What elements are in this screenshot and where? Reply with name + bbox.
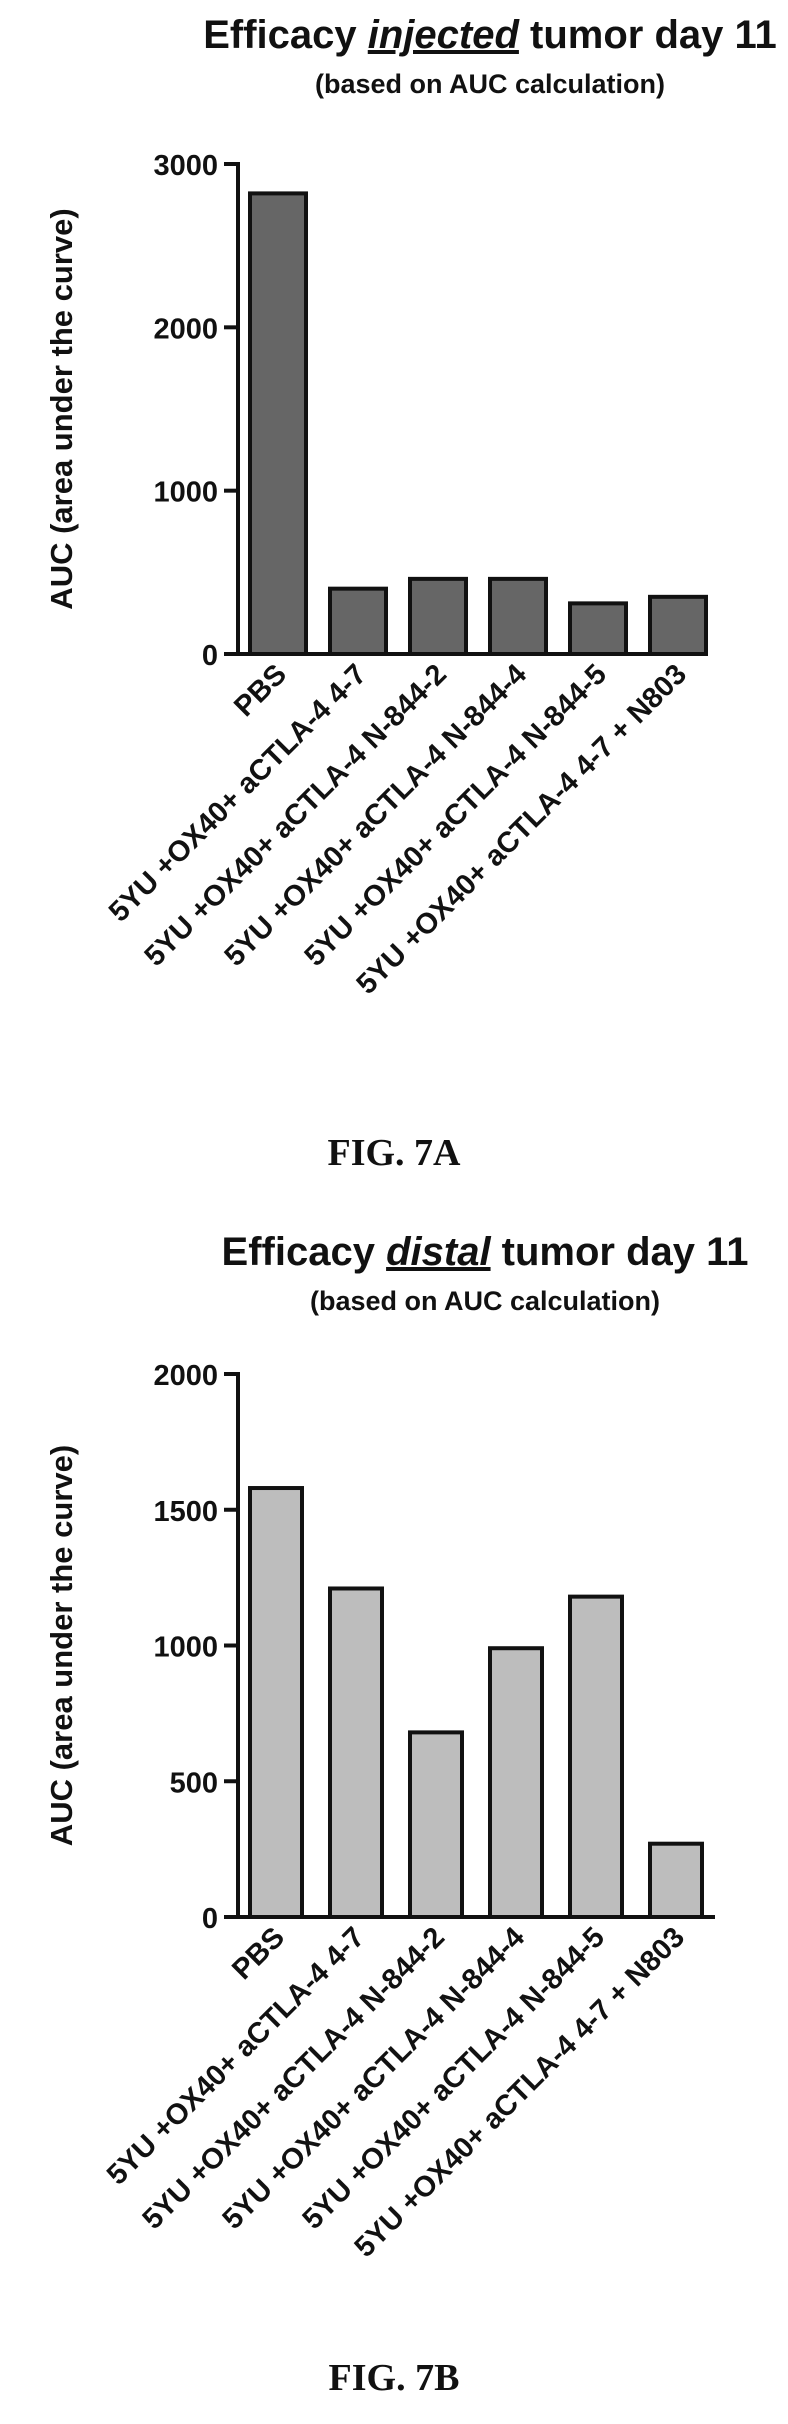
figure-caption: FIG. 7A [328, 1132, 462, 1174]
y-tick-label: 3000 [153, 150, 218, 182]
chart-title-part: injected [368, 13, 521, 57]
x-category-label: PBS [226, 1921, 291, 1986]
chart-title-part: tumor day 11 [491, 1230, 749, 1274]
bar-4 [568, 601, 628, 656]
chart-title-part: Efficacy [222, 1230, 387, 1274]
bar-0 [248, 191, 308, 656]
bar-0 [248, 1486, 304, 1920]
bar-5 [648, 594, 708, 656]
bar-5 [648, 1841, 704, 1919]
y-tick-label: 500 [170, 1767, 218, 1799]
y-tick-label: 2000 [153, 1360, 218, 1392]
bar-3 [488, 1646, 544, 1919]
chart-title: Efficacy injected tumor day 11 [203, 13, 777, 57]
y-tick-label: 0 [202, 1903, 218, 1935]
y-axis-label: AUC (area under the curve) [44, 1445, 79, 1846]
chart-fig7b: Efficacy distal tumor day 11 (based on AU… [44, 1230, 748, 2399]
chart-subtitle: (based on AUC calculation) [310, 1286, 660, 1316]
figure-caption: FIG. 7B [329, 2357, 460, 2399]
chart-title-part: tumor day 11 [519, 13, 777, 57]
bar-3 [488, 576, 548, 656]
bar-4 [568, 1594, 624, 1919]
x-category-label: PBS [228, 658, 293, 723]
chart-subtitle: (based on AUC calculation) [315, 69, 665, 99]
y-tick-label: 0 [202, 640, 218, 672]
chart-title: Efficacy distal tumor day 11 [222, 1230, 749, 1274]
bar-1 [328, 1586, 384, 1919]
y-tick-label: 2000 [153, 313, 218, 345]
y-tick-label: 1500 [153, 1496, 218, 1528]
y-axis-label: AUC (area under the curve) [44, 208, 79, 609]
bar-1 [328, 586, 388, 657]
bar-2 [408, 1730, 464, 1919]
y-tick-label: 1000 [153, 1632, 218, 1664]
chart-title-part: Efficacy [203, 13, 368, 57]
chart-title-part: distal [386, 1230, 491, 1274]
chart-fig7a: Efficacy injected tumor day 11 (based on … [44, 13, 777, 1174]
bar-2 [408, 576, 468, 656]
y-tick-label: 1000 [153, 477, 218, 509]
